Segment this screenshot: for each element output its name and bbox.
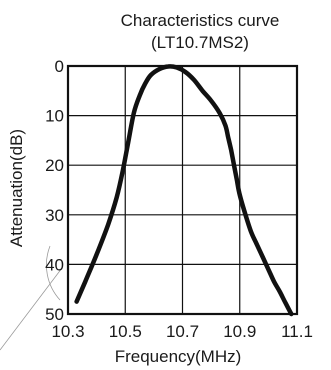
y-tick-label: 0: [55, 57, 64, 76]
plot-frame: [66, 64, 299, 316]
y-tick-labels: 0 10 20 30 40 50: [45, 57, 64, 324]
y-tick-label: 50: [45, 305, 64, 324]
x-tick-label: 10.5: [109, 322, 142, 341]
chart-title-line-2: (LT10.7MS2): [151, 33, 249, 52]
y-tick-label: 30: [45, 206, 64, 225]
chart-title-line-1: Characteristics curve: [121, 11, 280, 30]
outline-left: [0, 267, 63, 351]
y-tick-label: 10: [45, 107, 64, 126]
x-tick-labels: 10.3 10.5 10.7 10.9 11.1: [51, 322, 312, 341]
x-tick-label: 10.9: [223, 322, 256, 341]
x-axis-label: Frequency(MHz): [115, 347, 242, 366]
y-tick-label: 40: [45, 255, 64, 274]
x-tick-label: 10.3: [51, 322, 84, 341]
x-tick-label: 10.7: [166, 322, 199, 341]
series-line: [74, 64, 294, 317]
background-outlines: [0, 245, 63, 351]
x-tick-label: 11.1: [281, 322, 313, 341]
outline-circle-arc: [46, 245, 61, 301]
grid-lines: [68, 66, 297, 314]
y-axis-label: Attenuation(dB): [7, 129, 26, 247]
y-tick-label: 20: [45, 156, 64, 175]
